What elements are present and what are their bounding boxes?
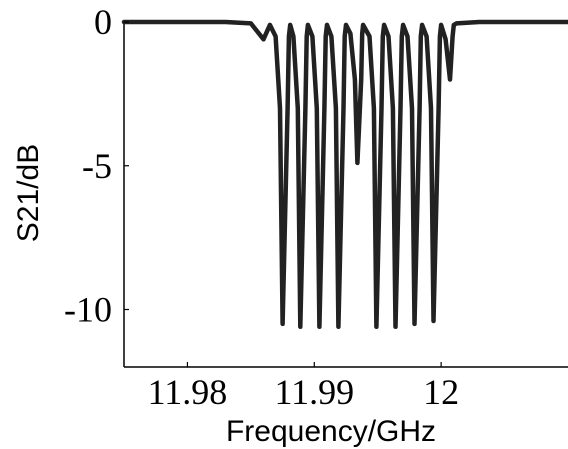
series-line-0 (121, 19, 568, 330)
y-axis-label: S21/dB (12, 144, 45, 242)
x-tick-label: 11.99 (274, 372, 354, 412)
x-axis-ticks: 11.98 11.99 12 (148, 362, 459, 412)
x-axis-label: Frequency/GHz (226, 415, 436, 448)
y-axis-ticks: 0 -5 -10 (64, 2, 129, 330)
y-tick-label: -5 (82, 146, 112, 186)
y-tick-label: 0 (94, 2, 112, 42)
series-layer (121, 19, 568, 330)
y-tick-label: -10 (64, 290, 112, 330)
x-tick-label: 12 (423, 372, 459, 412)
x-tick-label: 11.98 (148, 372, 228, 412)
